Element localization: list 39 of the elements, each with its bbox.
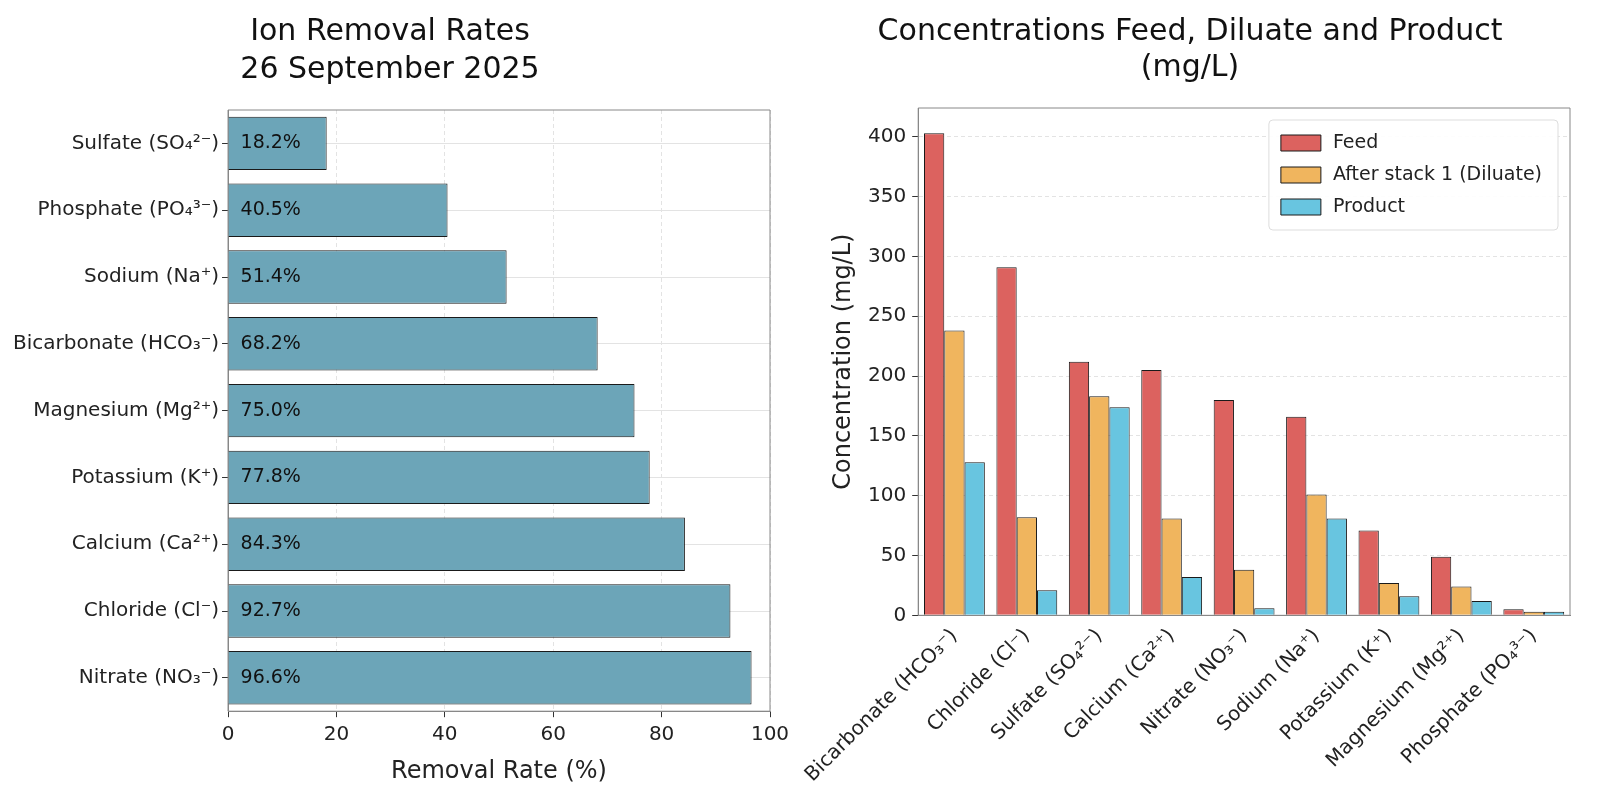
x-tick-label: 60: [540, 721, 566, 746]
data-label: 77.8%: [240, 464, 301, 487]
y-tick-label: 400: [868, 122, 907, 147]
data-label: 18.2%: [240, 130, 301, 153]
y-tick-label: 300: [868, 242, 907, 267]
y-tick-label: Phosphate (PO₄³⁻): [37, 196, 220, 221]
y-tick-label: Calcium (Ca²⁺): [71, 530, 220, 555]
y-tick-label: 150: [868, 422, 907, 447]
y-tick-label: Potassium (K⁺): [71, 463, 220, 488]
x-tick-label: 100: [750, 721, 790, 746]
chart-title: Ion Removal Rates: [250, 11, 530, 47]
y-tick-label: 250: [868, 302, 907, 327]
y-tick-label: 350: [868, 182, 907, 207]
y-tick-label: Sodium (Na⁺): [83, 263, 220, 288]
y-tick-label: 0: [893, 601, 907, 626]
chart-subtitle: 26 September 2025: [240, 49, 540, 85]
data-label: 96.6%: [240, 664, 301, 687]
legend-label: Feed: [1332, 129, 1379, 152]
legend-label: Product: [1332, 193, 1406, 216]
y-tick-label: 50: [880, 541, 907, 566]
y-axis-title: Concentration (mg/L): [827, 233, 856, 490]
data-label: 92.7%: [240, 597, 301, 620]
legend-label: After stack 1 (Diluate): [1332, 161, 1543, 184]
chart-title: Concentrations Feed, Diluate and Product (mg/L): [877, 11, 1503, 83]
data-label: 40.5%: [240, 197, 301, 220]
y-tick-label: 100: [868, 481, 907, 506]
y-tick-label: Bicarbonate (HCO₃⁻): [13, 330, 220, 354]
y-tick-label: Chloride (Cl⁻): [83, 597, 220, 622]
x-tick-label: 80: [648, 721, 675, 746]
y-tick-label: 200: [868, 362, 907, 387]
data-label: 51.4%: [240, 263, 301, 286]
data-label: 68.2%: [240, 330, 301, 353]
y-tick-label: Magnesium (Mg²⁺): [33, 396, 220, 421]
data-label: 75.0%: [240, 397, 301, 420]
data-label: 84.3%: [240, 531, 301, 554]
x-axis-title: Removal Rate (%): [391, 755, 607, 784]
y-tick-label: Sulfate (SO₄²⁻): [71, 129, 220, 154]
x-tick-label: 40: [432, 721, 458, 746]
x-tick-label: 20: [323, 721, 350, 746]
